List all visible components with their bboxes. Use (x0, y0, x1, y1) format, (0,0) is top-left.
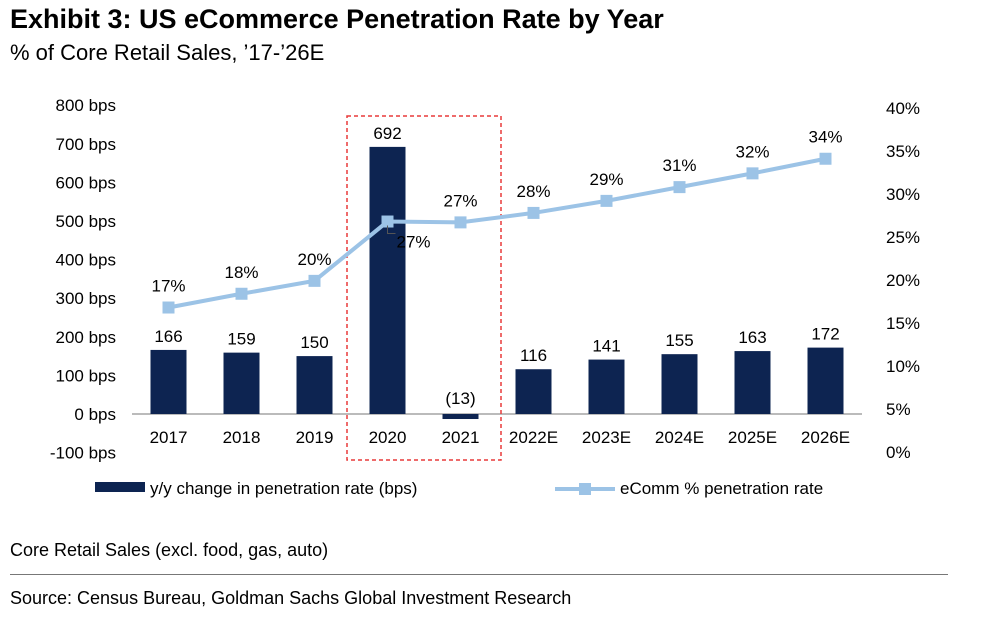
bar (150, 349, 187, 414)
bar (369, 146, 406, 414)
x-axis-tick-label: 2018 (223, 428, 261, 447)
line-marker (527, 206, 540, 219)
bar-data-label: 159 (227, 330, 255, 349)
line-data-label: 29% (589, 170, 623, 189)
bar-data-label: 155 (665, 331, 693, 350)
right-axis-tick-label: 30% (886, 185, 920, 204)
combo-chart: -100 bps 0 bps 100 bps 200 bps 300 bps 400 bp… (50, 96, 920, 498)
left-axis-tick-label: 500 bps (56, 212, 117, 231)
line-marker (235, 287, 248, 300)
right-axis-tick-label: 40% (886, 99, 920, 118)
line-data-label: 32% (735, 142, 769, 161)
left-axis-tick-label: 800 bps (56, 96, 117, 115)
left-axis-tick-label: -100 bps (50, 444, 116, 463)
line-data-label: 27% (443, 191, 477, 210)
bar (807, 347, 844, 414)
line-marker (454, 216, 467, 229)
bar (223, 352, 260, 414)
x-axis-tick-label: 2019 (296, 428, 334, 447)
left-axis-tick-label: 0 bps (74, 405, 116, 424)
x-axis-tick-label: 2021 (442, 428, 480, 447)
bar (296, 356, 333, 414)
left-axis-tick-label: 100 bps (56, 366, 117, 385)
line-data-label: 31% (662, 156, 696, 175)
bar (515, 369, 552, 414)
source-note: Source: Census Bureau, Goldman Sachs Glo… (10, 588, 572, 608)
left-axis-tick-label: 600 bps (56, 173, 117, 192)
bar-data-label: 116 (520, 346, 547, 365)
right-axis-tick-label: 20% (886, 271, 920, 290)
bar-data-label: 692 (373, 124, 401, 143)
right-axis-tick-label: 15% (886, 314, 920, 333)
bar-data-label: 141 (592, 337, 620, 356)
x-axis-tick-label: 2023E (582, 428, 631, 447)
legend-marker-line (579, 483, 591, 495)
right-axis-tick-label: 0% (886, 443, 911, 462)
x-axis-tick-label: 2026E (801, 428, 850, 447)
divider (10, 574, 948, 575)
bar (588, 359, 625, 414)
bar (661, 354, 698, 414)
left-axis-tick-label: 200 bps (56, 328, 117, 347)
bar (442, 414, 479, 420)
right-axis-tick-label: 25% (886, 228, 920, 247)
line-data-label: 28% (516, 182, 550, 201)
right-axis-tick-label: 10% (886, 357, 920, 376)
left-axis-tick-label: 700 bps (56, 135, 117, 154)
legend-swatch-bars (95, 482, 145, 492)
legend-label-bars: y/y change in penetration rate (bps) (150, 479, 417, 498)
footnote: Core Retail Sales (excl. food, gas, auto… (10, 540, 329, 560)
highlight-box (346, 115, 502, 461)
x-axis-tick-label: 2025E (728, 428, 777, 447)
bar-data-label: 163 (738, 328, 766, 347)
legend-label-line: eComm % penetration rate (620, 479, 823, 498)
x-axis-tick-label: 2022E (509, 428, 558, 447)
chart-subtitle: % of Core Retail Sales, ’17-’26E (10, 40, 325, 65)
bar-data-label: 150 (300, 333, 328, 352)
line-marker (600, 194, 613, 207)
right-axis-tick-label: 5% (886, 400, 911, 419)
line-marker (162, 301, 175, 314)
x-axis-tick-label: 2017 (150, 428, 188, 447)
line-marker (673, 181, 686, 194)
line-data-label: 17% (151, 277, 185, 296)
label-leader-line (387, 225, 396, 235)
penetration-rate-line (168, 156, 826, 310)
line-data-label: 34% (808, 128, 842, 147)
x-axis-tick-label: 2020 (369, 428, 407, 447)
right-axis-tick-label: 35% (886, 142, 920, 161)
left-axis-tick-label: 300 bps (56, 289, 117, 308)
line-marker (746, 167, 759, 180)
bar-data-label: 172 (811, 325, 839, 344)
bar-data-label: 166 (154, 327, 182, 346)
line-data-label: 27% (396, 233, 430, 252)
bar (734, 351, 771, 414)
line-marker (381, 215, 394, 228)
left-axis-tick-label: 400 bps (56, 251, 117, 270)
line-data-label: 18% (224, 263, 258, 282)
bar-data-label: (13) (445, 389, 475, 408)
line-marker (819, 152, 832, 165)
x-axis-tick-label: 2024E (655, 428, 704, 447)
chart-title: Exhibit 3: US eCommerce Penetration Rate… (10, 4, 664, 34)
line-data-label: 20% (297, 250, 331, 269)
line-marker (308, 274, 321, 287)
